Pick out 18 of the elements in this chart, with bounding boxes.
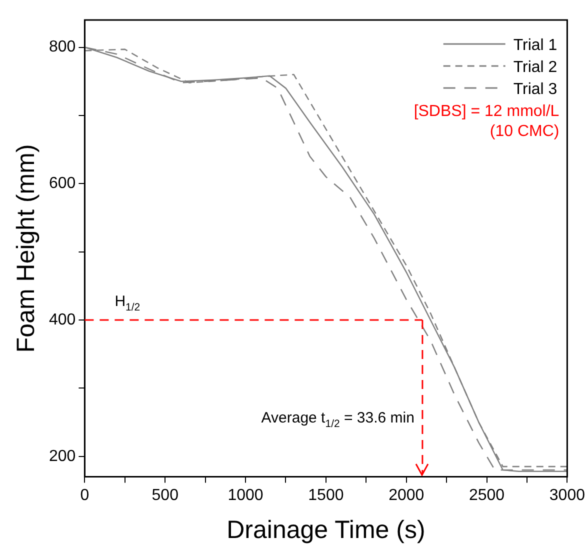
x-tick-label: 1500: [308, 486, 344, 504]
legend-label: Trial 3: [513, 81, 558, 98]
y-tick-label: 200: [48, 448, 76, 465]
x-tick-label: 2000: [388, 486, 424, 504]
y-tick-label: 400: [48, 311, 76, 328]
x-tick-label: 2500: [468, 486, 505, 504]
x-tick-label: 1000: [228, 486, 264, 504]
x-tick-label: 3000: [549, 486, 586, 504]
y-axis-title: Foam Height (mm): [12, 144, 40, 353]
x-tick-label: 500: [152, 486, 179, 504]
legend-label: Trial 1: [513, 37, 558, 54]
legend-label: Trial 2: [513, 59, 558, 76]
x-axis-title: Drainage Time (s): [226, 516, 426, 544]
annotation: [SDBS] = 12 mmol/L: [414, 103, 560, 120]
x-tick-label: 0: [80, 486, 90, 504]
y-tick-label: 600: [48, 175, 76, 192]
y-tick-label: 800: [48, 38, 76, 56]
annotation: (10 CMC): [490, 123, 560, 140]
